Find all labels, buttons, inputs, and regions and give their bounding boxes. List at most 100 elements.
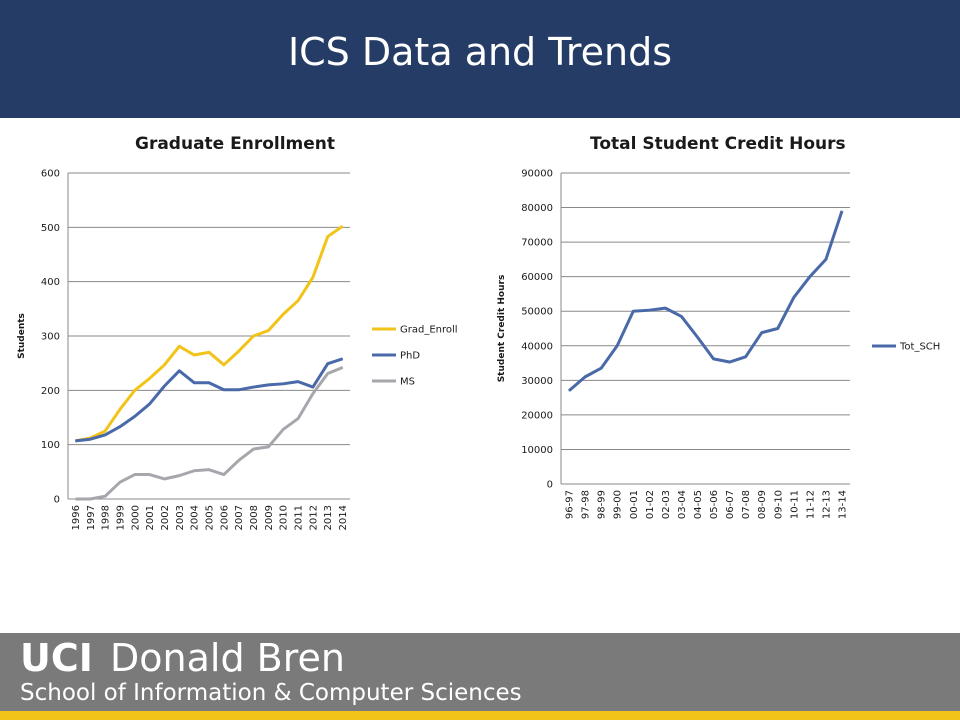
x-tick-label: 12-13 <box>821 490 832 519</box>
data-point <box>297 418 299 420</box>
data-point <box>104 434 106 436</box>
data-point <box>327 363 329 365</box>
data-point <box>793 296 795 298</box>
y-tick-label: 30000 <box>521 376 553 387</box>
data-point <box>253 448 255 450</box>
data-point <box>178 345 180 347</box>
legend-label: Grad_Enroll <box>400 325 458 336</box>
data-point <box>664 307 666 309</box>
x-tick-label: 06-07 <box>725 490 736 519</box>
data-point <box>282 313 284 315</box>
y-tick-label: 40000 <box>521 341 553 352</box>
x-tick-label: 2005 <box>205 505 216 530</box>
x-tick-label: 2001 <box>145 505 156 530</box>
y-tick-label: 90000 <box>521 169 553 180</box>
data-point <box>238 350 240 352</box>
data-point <box>809 276 811 278</box>
y-tick-label: 500 <box>41 223 60 234</box>
y-tick-label: 0 <box>54 495 60 506</box>
data-point <box>761 332 763 334</box>
data-point <box>104 495 106 497</box>
data-point <box>713 358 715 360</box>
logo-uci: UCI <box>20 636 93 680</box>
data-point <box>134 474 136 476</box>
data-point <box>267 330 269 332</box>
logo-donald-bren: Donald Bren <box>110 636 345 680</box>
data-point <box>119 426 121 428</box>
data-point <box>223 474 225 476</box>
data-point <box>253 335 255 337</box>
x-tick-label: 09-10 <box>773 490 784 519</box>
y-tick-label: 200 <box>41 386 60 397</box>
x-tick-label: 10-11 <box>789 490 800 519</box>
data-point <box>297 300 299 302</box>
y-tick-label: 400 <box>41 277 60 288</box>
x-tick-label: 2004 <box>190 505 201 530</box>
y-tick-label: 600 <box>41 169 60 180</box>
y-axis-label: Student Credit Hours <box>497 275 507 383</box>
data-point <box>342 367 344 369</box>
x-tick-label: 2000 <box>130 505 141 530</box>
data-point <box>745 356 747 358</box>
footer-accent-stripe <box>0 711 960 720</box>
data-point <box>253 386 255 388</box>
x-tick-label: 2003 <box>175 505 186 530</box>
data-point <box>841 210 843 212</box>
data-point <box>696 336 698 338</box>
data-point <box>600 367 602 369</box>
x-tick-label: 01-02 <box>645 490 656 519</box>
chart-title-total-student-credit-hours: Total Student Credit Hours <box>590 134 846 154</box>
data-point <box>312 393 314 395</box>
series-line-ms <box>75 366 344 501</box>
x-tick-label: 2006 <box>219 505 230 530</box>
data-point <box>342 358 344 360</box>
data-point <box>238 459 240 461</box>
x-tick-label: 13-14 <box>837 490 848 519</box>
x-tick-label: 04-05 <box>693 490 704 519</box>
data-point <box>104 430 106 432</box>
data-point <box>193 382 195 384</box>
x-tick-label: 03-04 <box>677 490 688 519</box>
y-tick-label: 50000 <box>521 307 553 318</box>
data-point <box>238 389 240 391</box>
data-point <box>163 364 165 366</box>
x-tick-label: 1997 <box>86 505 97 530</box>
data-point <box>74 498 76 500</box>
graduate-enrollment-chart: 0 100 200 300 400 500 600 1996 1997 1998 1999 2000 2… <box>17 169 458 531</box>
data-point <box>208 382 210 384</box>
data-point <box>223 389 225 391</box>
x-tick-label: 2013 <box>323 505 334 530</box>
data-point <box>297 381 299 383</box>
x-tick-label: 00-01 <box>629 490 640 519</box>
slide-title: ICS Data and Trends <box>287 30 673 74</box>
data-point <box>267 446 269 448</box>
x-tick-label: 2011 <box>294 505 305 530</box>
legend-label: Tot_SCH <box>899 342 940 353</box>
legend-label: PhD <box>400 351 420 362</box>
data-point <box>312 276 314 278</box>
x-tick-label: 2009 <box>264 505 275 530</box>
data-point <box>729 361 731 363</box>
x-tick-label: 2008 <box>249 505 260 530</box>
data-point <box>178 475 180 477</box>
data-point <box>568 390 570 392</box>
data-point <box>193 354 195 356</box>
header-bar <box>0 0 960 118</box>
data-point <box>327 372 329 374</box>
data-point <box>208 351 210 353</box>
data-point <box>89 498 91 500</box>
data-point <box>149 474 151 476</box>
data-point <box>208 469 210 471</box>
y-axis-label: Students <box>17 313 27 359</box>
chart-title-graduate-enrollment: Graduate Enrollment <box>135 134 336 154</box>
data-point <box>163 478 165 480</box>
data-point <box>680 315 682 317</box>
x-tick-label: 1999 <box>115 505 126 530</box>
data-point <box>327 236 329 238</box>
x-tick-label: 2002 <box>160 505 171 530</box>
data-point <box>648 309 650 311</box>
data-point <box>223 364 225 366</box>
legend-label: MS <box>400 377 415 388</box>
y-tick-label: 300 <box>41 332 60 343</box>
data-point <box>282 383 284 385</box>
